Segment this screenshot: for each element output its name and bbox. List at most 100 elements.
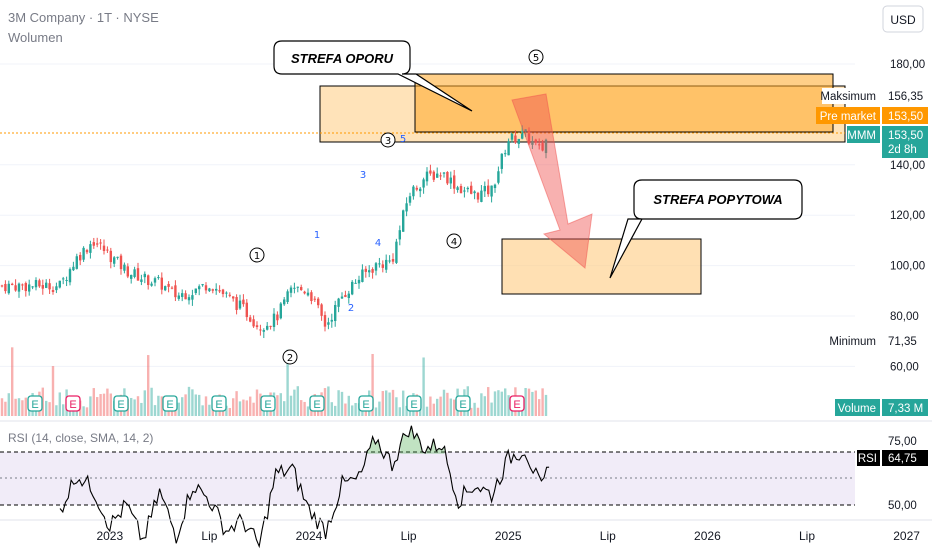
candle-body — [510, 133, 514, 140]
candle-body — [126, 266, 129, 277]
candle-body — [364, 268, 367, 272]
volume-bar — [476, 407, 480, 416]
candle-body — [279, 303, 282, 319]
candle-body — [330, 319, 333, 322]
callout-demand-text: STREFA POPYTOWA — [653, 192, 782, 207]
volume-bar — [303, 401, 306, 416]
candle-body — [497, 171, 500, 183]
wave-label-4-circle: 4 — [446, 233, 462, 249]
volume-bar — [538, 399, 541, 416]
candle-body — [419, 188, 422, 192]
volume-bar — [470, 407, 473, 416]
svg-text:E: E — [410, 399, 417, 411]
volume-bar — [507, 395, 510, 416]
volume-bar — [473, 402, 476, 416]
candle-body — [395, 241, 398, 263]
candle-body — [242, 299, 245, 305]
candle-body — [500, 153, 503, 169]
candle-body — [68, 269, 72, 283]
price-axis[interactable]: 180,00 140,00 120,00 100,00 80,00 60,00 — [890, 59, 925, 373]
time-tick-label: 2023 — [96, 529, 123, 543]
rsi-line — [59, 425, 550, 549]
svg-text:5: 5 — [533, 53, 539, 64]
candle-body — [174, 285, 177, 298]
candle-body — [385, 259, 388, 270]
volume-bar — [337, 390, 340, 416]
earnings-marker: E — [27, 395, 43, 412]
candle-body — [357, 279, 361, 284]
candle-body — [245, 302, 248, 318]
wave-small-4: 4 — [375, 238, 381, 249]
earnings-marker: E — [113, 395, 129, 412]
svg-text:2: 2 — [287, 353, 293, 364]
time-tick-label: 2024 — [296, 529, 323, 543]
price-tick-label: 60,00 — [890, 361, 919, 373]
candle-body — [453, 175, 456, 189]
badge-premarket: Pre market 153,50 — [816, 107, 928, 124]
candle-body — [215, 288, 218, 291]
rsi-tick-label: 50,00 — [888, 500, 917, 512]
candle-body — [429, 170, 432, 174]
candle-body — [82, 247, 85, 260]
candle-body — [517, 138, 520, 144]
candle-body — [31, 286, 34, 288]
candle-body — [198, 286, 201, 290]
candle-body — [439, 175, 442, 177]
candle-body — [65, 280, 68, 282]
volume-bar — [14, 398, 17, 416]
volume-bar — [347, 395, 350, 416]
volume-bar — [453, 399, 456, 416]
volume-bar — [177, 402, 180, 416]
volume-bar — [442, 389, 446, 416]
candle-body — [7, 283, 10, 294]
candle-body — [507, 141, 510, 156]
svg-text:E: E — [264, 399, 271, 411]
volume-bar — [541, 388, 544, 416]
volume-bar — [255, 389, 259, 416]
wave-label-2-circle: 2 — [282, 349, 298, 365]
svg-text:Volume: Volume — [838, 403, 876, 415]
candle-body — [442, 172, 446, 174]
demand-zone — [501, 238, 702, 295]
candle-body — [140, 279, 143, 282]
candlesticks — [0, 125, 548, 339]
svg-text:E: E — [313, 399, 320, 411]
volume-bar — [276, 395, 279, 416]
candle-body — [337, 298, 340, 307]
volume-bar — [480, 393, 483, 416]
volume-bar — [371, 353, 374, 416]
currency-button[interactable]: USD — [882, 5, 924, 33]
volume-legend: Wolumen — [8, 30, 63, 45]
volume-bar — [150, 387, 153, 416]
volume-bar — [194, 394, 197, 416]
svg-text:Maksimum: Maksimum — [820, 91, 876, 103]
time-axis[interactable]: 2023 Lip 2024 Lip 2025 Lip 2026 Lip 2027 — [96, 529, 920, 543]
svg-text:E: E — [362, 399, 369, 411]
candle-body — [133, 269, 136, 277]
volume-bar — [504, 388, 507, 416]
svg-text:MMM: MMM — [847, 130, 876, 142]
candle-body — [75, 256, 78, 269]
candle-body — [58, 280, 61, 288]
volume-bar — [439, 396, 442, 416]
volume-bar — [41, 387, 44, 416]
volume-bar — [436, 398, 439, 416]
volume-bar — [429, 396, 432, 416]
price-tick-label: 180,00 — [890, 59, 925, 71]
candle-body — [119, 255, 123, 270]
volume-bar — [62, 404, 65, 416]
volume-bar — [490, 402, 493, 416]
wave-label-1-circle: 1 — [249, 247, 265, 263]
wave-small-3: 3 — [360, 170, 366, 181]
volume-bar — [133, 399, 136, 416]
candle-body — [194, 288, 197, 294]
candle-body — [289, 287, 293, 293]
time-tick-label: Lip — [600, 529, 616, 543]
volume-bar — [232, 398, 235, 416]
candle-body — [374, 263, 378, 271]
volume-bar — [432, 403, 435, 416]
candle-body — [286, 291, 289, 302]
